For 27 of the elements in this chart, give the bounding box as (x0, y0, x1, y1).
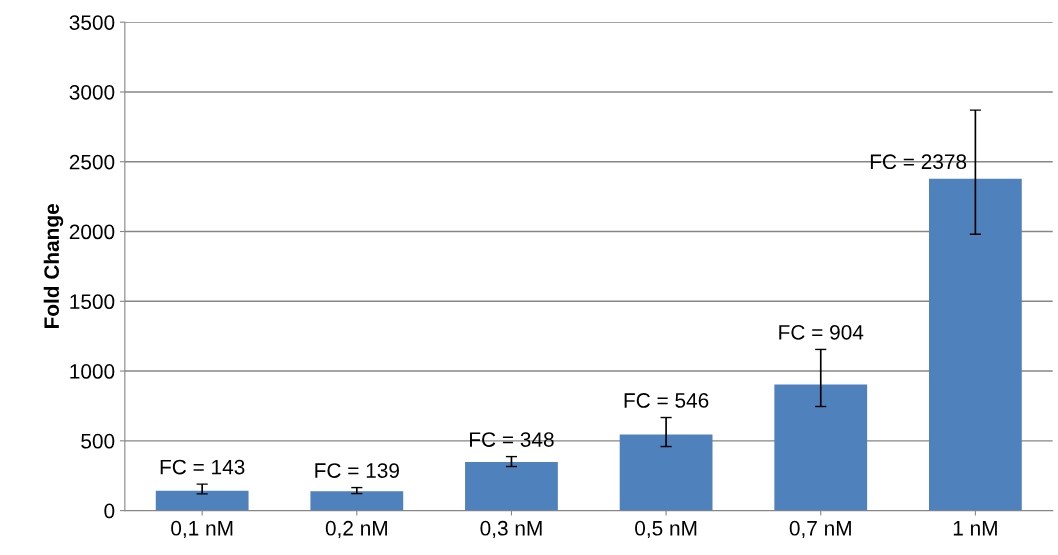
y-tick-label: 0 (104, 503, 115, 519)
data-label: FC = 904 (779, 325, 864, 340)
bar (619, 434, 713, 511)
x-tick-label: 0,1 nM (171, 520, 233, 539)
x-tick-label: 0,3 nM (480, 520, 542, 539)
bar (928, 178, 1022, 511)
y-tick-label: 1500 (70, 294, 115, 310)
data-label: FC = 546 (624, 393, 709, 408)
x-tick-label: 0,2 nM (325, 520, 387, 539)
data-label: FC = 143 (160, 459, 245, 475)
data-label: FC = 2378 (870, 154, 967, 170)
bar (774, 384, 868, 511)
y-tick-label: 3500 (69, 15, 115, 30)
y-axis-title: Fold Change (43, 204, 64, 329)
bar (310, 491, 404, 511)
x-tick-label: 0,5 nM (635, 520, 697, 539)
data-label: FC = 139 (315, 463, 399, 478)
bar (465, 462, 558, 511)
x-tick-label: 0,7 nM (789, 520, 851, 539)
y-tick-label: 2000 (69, 224, 115, 240)
y-tick-label: 3000 (69, 84, 115, 100)
y-tick-label: 500 (81, 433, 115, 449)
x-tick-label: 1 nM (953, 521, 997, 536)
data-label: FC = 348 (470, 432, 554, 447)
bar (155, 490, 249, 511)
y-tick-label: 2500 (69, 154, 115, 170)
y-tick-label: 1000 (70, 364, 115, 379)
